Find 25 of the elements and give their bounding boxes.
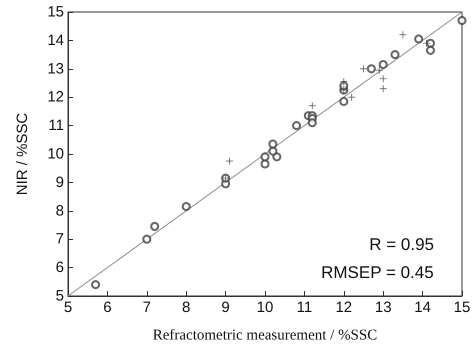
x-tick-label: 9 xyxy=(221,299,230,316)
y-tick-label: 12 xyxy=(47,88,64,106)
y-tick-label: 10 xyxy=(47,146,64,162)
y-tick-label: 9 xyxy=(56,174,64,191)
y-axis-title: NIR / %SSC xyxy=(14,112,31,196)
x-tick-label: 8 xyxy=(182,299,190,316)
x-tick-label: 14 xyxy=(414,299,431,316)
y-tick-label: 13 xyxy=(47,60,64,78)
annotation: R = 0.95 xyxy=(369,235,434,254)
x-axis-title: Refractometric measurement / %SSC xyxy=(152,328,378,344)
x-tick-label: 12 xyxy=(335,299,352,316)
y-tick-label: 8 xyxy=(56,202,64,220)
y-tick-label: 11 xyxy=(48,117,64,134)
y-tick-label: 14 xyxy=(47,32,64,49)
y-tick-label: 6 xyxy=(56,259,64,276)
x-tick-label: 6 xyxy=(103,299,112,316)
x-tick-label: 7 xyxy=(142,299,151,316)
y-tick-label: 7 xyxy=(56,230,64,248)
annotation: RMSEP = 0.45 xyxy=(321,263,434,282)
x-tick-label: 10 xyxy=(256,299,274,316)
y-tick-label: 15 xyxy=(47,4,64,20)
y-tick-label: 5 xyxy=(56,288,64,304)
x-tick-label: 13 xyxy=(374,299,392,316)
x-tick-label: 11 xyxy=(296,299,312,316)
x-tick-label: 15 xyxy=(454,299,470,316)
